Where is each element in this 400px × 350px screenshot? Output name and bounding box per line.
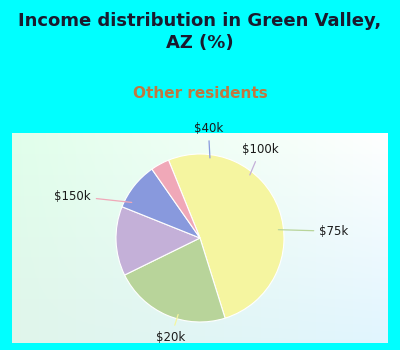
Wedge shape <box>116 207 200 275</box>
Text: Other residents: Other residents <box>133 86 267 101</box>
Text: Income distribution in Green Valley,
AZ (%): Income distribution in Green Valley, AZ … <box>18 12 382 52</box>
Text: $100k: $100k <box>242 143 279 175</box>
Wedge shape <box>152 160 200 238</box>
Text: $20k: $20k <box>156 315 186 344</box>
Text: $150k: $150k <box>54 189 132 203</box>
Wedge shape <box>125 238 225 322</box>
Text: $75k: $75k <box>278 225 348 238</box>
Wedge shape <box>168 154 284 318</box>
Wedge shape <box>122 169 200 238</box>
Text: $40k: $40k <box>194 122 223 158</box>
